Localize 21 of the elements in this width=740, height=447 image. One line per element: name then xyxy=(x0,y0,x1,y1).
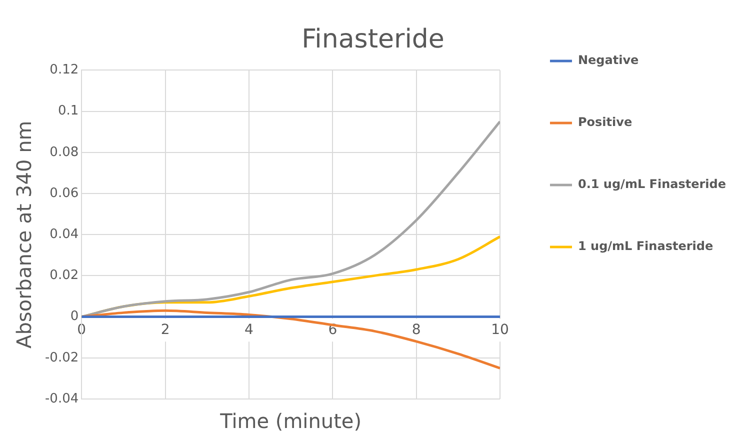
y-tick-label: 0 xyxy=(70,309,79,324)
y-tick-label: -0.04 xyxy=(44,391,79,406)
x-tick-label: 8 xyxy=(412,322,421,338)
legend-label: 0.1 ug/mL Finasteride xyxy=(578,177,726,192)
legend-label: Negative xyxy=(578,53,639,68)
y-tick-label: 0.12 xyxy=(50,62,79,78)
y-tick-label: 0.02 xyxy=(50,268,79,284)
x-axis-title: Time (minute) xyxy=(219,409,362,434)
y-tick-label: 0.1 xyxy=(58,104,79,119)
x-tick-label: 10 xyxy=(491,322,509,338)
y-axis-title: Absorbance at 340 nm xyxy=(12,120,36,348)
y-tick-label: 0.04 xyxy=(50,226,79,242)
legend-label: Positive xyxy=(578,115,632,130)
legend-label: 1 ug/mL Finasteride xyxy=(578,239,714,254)
x-tick-label: 2 xyxy=(160,322,170,338)
y-tick-label: -0.02 xyxy=(44,350,79,366)
x-tick-label: 4 xyxy=(244,322,254,338)
y-tick-label: 0.08 xyxy=(50,144,79,160)
chart-title: Finasteride xyxy=(302,24,444,54)
line-series xyxy=(82,120,500,318)
y-tick-label: 0.06 xyxy=(50,186,79,201)
